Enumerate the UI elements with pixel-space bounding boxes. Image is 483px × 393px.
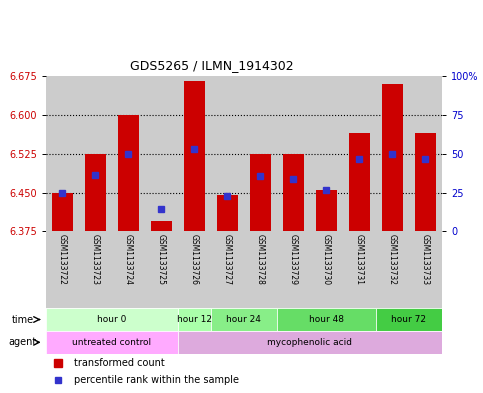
Bar bbox=[46, 331, 178, 354]
Text: GSM1133725: GSM1133725 bbox=[157, 234, 166, 285]
Bar bbox=[217, 195, 238, 231]
Text: GSM1133733: GSM1133733 bbox=[421, 234, 430, 285]
Bar bbox=[343, 76, 376, 231]
Text: hour 24: hour 24 bbox=[227, 315, 261, 324]
Bar bbox=[79, 76, 112, 231]
Text: GSM1133728: GSM1133728 bbox=[256, 234, 265, 285]
Bar bbox=[409, 231, 442, 308]
Text: GSM1133732: GSM1133732 bbox=[388, 234, 397, 285]
Bar bbox=[376, 76, 409, 231]
Bar bbox=[178, 308, 211, 331]
Bar bbox=[112, 231, 145, 308]
Bar bbox=[178, 231, 211, 308]
Bar bbox=[277, 308, 376, 331]
Bar bbox=[316, 190, 337, 231]
Bar bbox=[151, 221, 172, 231]
Text: GSM1133723: GSM1133723 bbox=[91, 234, 100, 285]
Bar bbox=[415, 133, 436, 231]
Text: GSM1133722: GSM1133722 bbox=[58, 234, 67, 285]
Text: GSM1133726: GSM1133726 bbox=[190, 234, 199, 285]
Text: GDS5265 / ILMN_1914302: GDS5265 / ILMN_1914302 bbox=[130, 59, 294, 72]
Text: mycophenolic acid: mycophenolic acid bbox=[268, 338, 353, 347]
Bar bbox=[376, 231, 409, 308]
Text: hour 0: hour 0 bbox=[97, 315, 127, 324]
Bar bbox=[178, 76, 211, 231]
Text: percentile rank within the sample: percentile rank within the sample bbox=[73, 375, 239, 385]
Text: hour 12: hour 12 bbox=[177, 315, 212, 324]
Bar bbox=[211, 76, 244, 231]
Bar bbox=[178, 331, 442, 354]
Bar bbox=[52, 193, 73, 231]
Bar bbox=[310, 76, 343, 231]
Bar bbox=[244, 76, 277, 231]
Bar bbox=[310, 231, 343, 308]
Text: hour 72: hour 72 bbox=[391, 315, 426, 324]
Bar bbox=[112, 76, 145, 231]
Text: agent: agent bbox=[9, 337, 37, 347]
Bar bbox=[250, 154, 271, 231]
Bar bbox=[376, 308, 442, 331]
Text: GSM1133727: GSM1133727 bbox=[223, 234, 232, 285]
Bar bbox=[46, 308, 178, 331]
Bar bbox=[46, 231, 79, 308]
Text: GSM1133724: GSM1133724 bbox=[124, 234, 133, 285]
Bar bbox=[85, 154, 106, 231]
Bar bbox=[145, 76, 178, 231]
Bar bbox=[118, 115, 139, 231]
Text: transformed count: transformed count bbox=[73, 358, 164, 367]
Bar bbox=[79, 231, 112, 308]
Text: hour 48: hour 48 bbox=[309, 315, 344, 324]
Bar bbox=[409, 76, 442, 231]
Text: GSM1133730: GSM1133730 bbox=[322, 234, 331, 285]
Text: GSM1133729: GSM1133729 bbox=[289, 234, 298, 285]
Text: GSM1133731: GSM1133731 bbox=[355, 234, 364, 285]
Bar bbox=[382, 84, 403, 231]
Bar bbox=[283, 154, 304, 231]
Bar bbox=[211, 308, 277, 331]
Bar bbox=[277, 231, 310, 308]
Bar bbox=[46, 76, 79, 231]
Bar bbox=[184, 81, 205, 231]
Bar bbox=[349, 133, 370, 231]
Bar bbox=[145, 231, 178, 308]
Bar bbox=[244, 231, 277, 308]
Bar bbox=[277, 76, 310, 231]
Bar bbox=[343, 231, 376, 308]
Bar bbox=[211, 231, 244, 308]
Text: time: time bbox=[12, 314, 34, 325]
Text: untreated control: untreated control bbox=[72, 338, 152, 347]
